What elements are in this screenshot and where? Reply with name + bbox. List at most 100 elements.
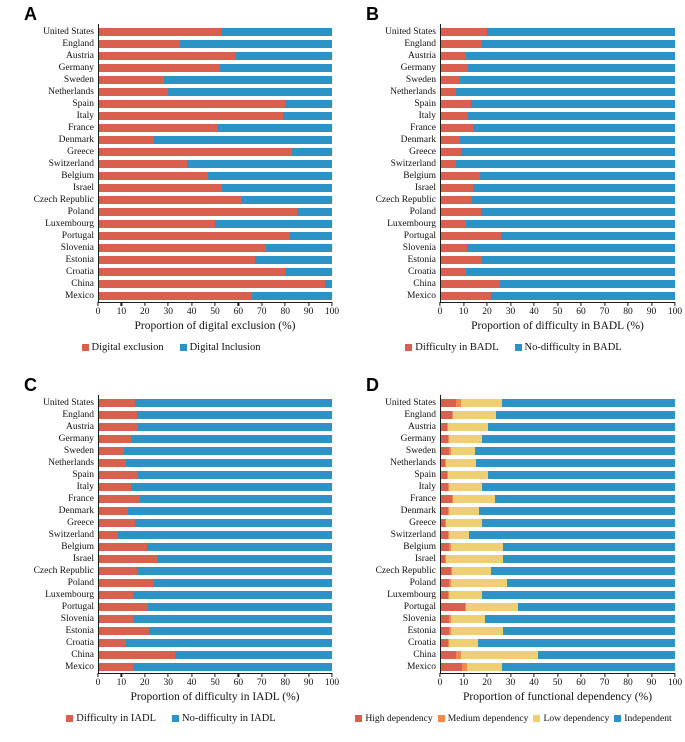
legend-swatch-icon: [514, 344, 522, 351]
bar-track: [440, 458, 675, 468]
tick-mark: [331, 302, 333, 306]
bar-row: Italy: [10, 110, 332, 122]
tick-label: 0: [95, 307, 101, 317]
bar-segment-difficulty-in-badl: [440, 87, 457, 97]
legend-item-difficulty-in-iadl: Difficulty in IADL: [66, 713, 156, 724]
bar-track: [98, 135, 332, 145]
bar-track: [98, 291, 332, 301]
country-label: Czech Republic: [375, 195, 436, 205]
country-label: Mexico: [64, 662, 94, 672]
bar-track: [98, 422, 332, 432]
legend-label: Difficulty in IADL: [76, 713, 156, 724]
bar-row: Slovenia: [10, 613, 332, 625]
bar-segment-low-dependency: [461, 650, 538, 660]
bar-segment-no-difficulty-in-iadl: [149, 626, 332, 636]
tick-mark: [214, 302, 216, 306]
bar-segment-difficulty-in-badl: [440, 63, 469, 73]
bar-track: [440, 27, 675, 37]
bar-segment-high-dependency: [440, 434, 449, 444]
bar-segment-difficulty-in-iadl: [98, 530, 118, 540]
tick-mark: [308, 302, 310, 306]
country-label: Luxembourg: [45, 219, 94, 229]
bar-segment-medium-dependency: [449, 614, 451, 624]
bar-track: [440, 147, 675, 157]
panel-c: C United States England Austria Germany Swed…: [0, 371, 342, 742]
bar-row: Portugal: [10, 230, 332, 242]
tick-label: 20: [140, 678, 150, 688]
bar-segment-independent: [484, 614, 675, 624]
bar-segment-difficulty-in-badl: [440, 99, 471, 109]
country-label: United States: [43, 398, 94, 408]
legend-item-no-difficulty-in-badl: No-difficulty in BADL: [514, 342, 622, 353]
country-label: Netherlands: [390, 458, 436, 468]
tick-label: 30: [505, 678, 516, 688]
x-axis-title: Proportion of difficulty in BADL (%): [471, 320, 644, 332]
tick-mark: [556, 302, 559, 306]
country-label: Belgium: [403, 542, 436, 552]
bar-track: [440, 51, 675, 61]
bar-row: China: [10, 649, 332, 661]
tick-mark: [331, 673, 333, 677]
bar-segment-difficulty-in-iadl: [98, 602, 149, 612]
bar-segment-independent: [506, 578, 675, 588]
bar-segment-no-difficulty-in-iadl: [128, 506, 332, 516]
tick-mark: [237, 302, 239, 306]
country-label: Croatia: [66, 638, 94, 648]
bar-segment-digital-inclusion: [163, 75, 332, 85]
country-label: Italy: [418, 111, 436, 121]
bar-segment-no-difficulty-in-iadl: [130, 434, 332, 444]
bar-row: Netherlands: [10, 86, 332, 98]
bar-segment-low-dependency: [448, 422, 489, 432]
bar-track: [98, 554, 332, 564]
bar-segment-no-difficulty-in-badl: [461, 147, 675, 157]
legend-swatch-icon: [66, 715, 74, 722]
bar-segment-high-dependency: [440, 590, 449, 600]
tick-label: 70: [257, 678, 267, 688]
tick-mark: [120, 302, 122, 306]
bar-segment-medium-dependency: [448, 482, 450, 492]
country-label: Estonia: [65, 255, 95, 265]
bar-track: [98, 171, 332, 181]
bar-row: Poland: [10, 577, 332, 589]
bar-segment-independent: [475, 446, 675, 456]
tick-label: 80: [280, 678, 290, 688]
bar-segment-independent: [488, 470, 675, 480]
legend-swatch-icon: [614, 715, 622, 722]
bar-segment-medium-dependency: [444, 458, 446, 468]
bar-segment-medium-dependency: [447, 422, 449, 432]
bar-segment-digital-exclusion: [98, 279, 325, 289]
country-label: Austria: [408, 51, 436, 61]
legend-label: Low dependency: [543, 713, 610, 724]
bar-segment-low-dependency: [445, 518, 483, 528]
bar-segment-difficulty-in-badl: [440, 159, 457, 169]
bar-segment-no-difficulty-in-badl: [471, 195, 675, 205]
bar-row: Austria: [10, 50, 332, 62]
bar-segment-difficulty-in-badl: [440, 111, 469, 121]
bar-segment-no-difficulty-in-badl: [456, 87, 675, 97]
tick-label: 80: [623, 678, 633, 688]
bar-track: [98, 231, 332, 241]
country-label: United States: [43, 27, 94, 37]
country-label: Belgium: [403, 171, 436, 181]
country-label: Italy: [418, 482, 436, 492]
bar-segment-digital-exclusion: [98, 75, 164, 85]
bar-segment-medium-dependency: [456, 398, 462, 408]
tick-mark: [167, 673, 169, 677]
bar-track: [440, 542, 675, 552]
bar-row: Mexico: [352, 661, 675, 673]
legend-label: Digital Inclusion: [189, 342, 261, 353]
bar-segment-digital-exclusion: [98, 123, 218, 133]
country-label: Israel: [414, 554, 436, 564]
bar-row: Luxembourg: [352, 218, 675, 230]
bar-track: [440, 494, 675, 504]
bar-segment-no-difficulty-in-badl: [482, 39, 675, 49]
bar-segment-medium-dependency: [449, 446, 451, 456]
legend-item-low-dependency: Low dependency: [533, 713, 609, 724]
bar-row: Croatia: [10, 637, 332, 649]
x-axis-tick-labels: 0 10 20 30 40 50 60 70 80 90 100: [96, 677, 340, 689]
bar-segment-high-dependency: [440, 530, 449, 540]
bar-row: Greece: [10, 517, 332, 529]
bar-row: United States: [10, 397, 332, 409]
bar-segment-difficulty-in-badl: [440, 255, 483, 265]
country-label: Mexico: [406, 662, 436, 672]
